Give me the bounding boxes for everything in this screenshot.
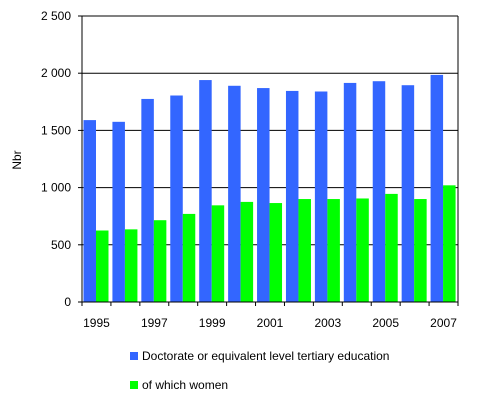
bar-total-1995 <box>83 120 96 302</box>
x-tick-label: 2001 <box>257 316 284 330</box>
bar-total-2005 <box>372 81 386 302</box>
bar-total-2006 <box>401 85 415 302</box>
bar-women-2003 <box>327 199 340 302</box>
bar-total-2007 <box>430 74 444 302</box>
bar-women-2006 <box>414 199 427 302</box>
y-tick-label: 2 500 <box>41 9 71 23</box>
y-tick-label: 1 500 <box>41 123 71 137</box>
bar-women-2005 <box>385 193 398 302</box>
legend-label: of which women <box>142 378 228 392</box>
bar-women-1995 <box>96 230 109 302</box>
bar-total-2000 <box>228 85 241 302</box>
legend-swatch <box>130 352 138 360</box>
bar-women-1996 <box>124 229 138 302</box>
bar-total-1998 <box>170 95 183 303</box>
x-tick-label: 1995 <box>83 316 110 330</box>
y-tick-label: 500 <box>51 238 71 252</box>
x-tick-label: 1999 <box>199 316 226 330</box>
bar-total-1997 <box>141 98 154 302</box>
y-tick-labels: 0 500 1 000 1 500 2 000 2 500 <box>41 9 71 309</box>
bar-women-1998 <box>182 213 196 302</box>
y-tick-label: 1 000 <box>41 181 71 195</box>
bar-total-1999 <box>199 80 212 303</box>
bar-women-1999 <box>211 205 225 302</box>
y-axis-label: Nbr <box>10 150 24 169</box>
x-tick-labels: 1995 1997 1999 2001 2003 2005 2007 <box>83 316 457 330</box>
legend-swatch <box>130 381 138 389</box>
bar-total-2003 <box>314 91 328 302</box>
bar-total-2004 <box>343 82 357 302</box>
y-tick-label: 0 <box>64 295 71 309</box>
bar-total-1996 <box>112 121 125 302</box>
bar-women-2001 <box>269 203 283 302</box>
bar-total-2001 <box>257 88 270 303</box>
x-tick-label: 2007 <box>430 316 457 330</box>
axes <box>78 15 459 306</box>
bar-women-1997 <box>153 220 167 302</box>
bar-total-2002 <box>285 90 299 302</box>
x-tick-label: 1997 <box>141 316 168 330</box>
bar-women-2004 <box>356 198 369 302</box>
y-tick-label: 2 000 <box>41 66 71 80</box>
bar-women-2002 <box>298 199 311 302</box>
legend: Doctorate or equivalent level tertiary e… <box>130 349 389 392</box>
legend-label: Doctorate or equivalent level tertiary e… <box>142 349 389 363</box>
bar-women-2007 <box>443 185 456 302</box>
x-tick-label: 2005 <box>372 316 399 330</box>
bars <box>83 74 456 303</box>
x-tick-label: 2003 <box>314 316 341 330</box>
bar-women-2000 <box>240 201 254 302</box>
